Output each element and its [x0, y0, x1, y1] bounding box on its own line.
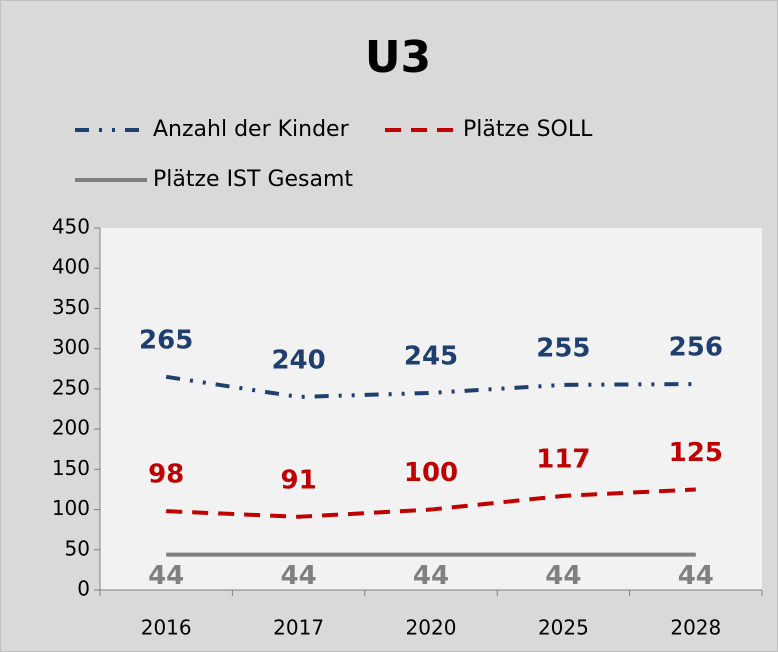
data-label: 125: [669, 438, 723, 468]
data-label: 265: [139, 325, 193, 355]
y-tick-label: 200: [52, 416, 90, 440]
x-tick-label: 2016: [141, 616, 192, 640]
data-label: 245: [404, 341, 458, 371]
y-tick-label: 450: [52, 215, 90, 239]
series-line: [165, 374, 696, 399]
legend-label: Anzahl der Kinder: [153, 117, 350, 142]
x-tick-label: 2028: [670, 616, 721, 640]
data-label: 44: [281, 561, 317, 591]
legend-label: Plätze SOLL: [463, 117, 593, 142]
y-tick-label: 400: [52, 255, 90, 279]
x-tick-label: 2017: [273, 616, 324, 640]
y-tick-label: 100: [52, 496, 90, 520]
x-tick-label: 2020: [406, 616, 457, 640]
plot-area: [100, 228, 762, 590]
data-label: 240: [271, 345, 325, 375]
y-tick-label: 0: [77, 577, 90, 601]
data-label: 91: [281, 465, 317, 495]
data-label: 44: [148, 561, 184, 591]
y-tick-label: 50: [65, 536, 90, 560]
data-label: 98: [148, 460, 184, 490]
data-label: 44: [678, 561, 714, 591]
data-label: 100: [404, 458, 458, 488]
y-tick-label: 300: [52, 335, 90, 359]
y-tick-label: 150: [52, 456, 90, 480]
chart-title: U3: [365, 32, 431, 83]
y-tick-label: 350: [52, 295, 90, 319]
y-tick-label: 250: [52, 375, 90, 399]
series-line: [166, 487, 696, 519]
data-label: 44: [413, 561, 449, 591]
x-tick-label: 2025: [538, 616, 589, 640]
data-label: 44: [545, 561, 581, 591]
legend-label: Plätze IST Gesamt: [153, 167, 353, 192]
data-label: 256: [669, 333, 723, 363]
data-label: 117: [536, 444, 590, 474]
data-label: 255: [536, 333, 590, 363]
